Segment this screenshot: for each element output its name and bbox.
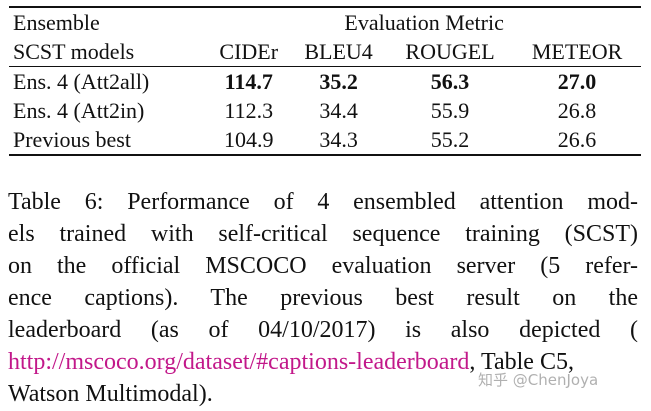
header-metric-bleu4: BLEU4 <box>304 39 373 64</box>
leaderboard-link[interactable]: http://mscoco.org/dataset/#captions-lead… <box>8 349 470 375</box>
table-row: Ens. 4 (Att2in) 112.3 34.4 55.9 26.8 <box>9 96 641 125</box>
cell-bleu4: 34.3 <box>319 127 358 152</box>
caption-line-7: Watson Multimodal). <box>8 381 213 407</box>
caption-line-2: els trained with self-critical sequence … <box>8 221 638 247</box>
header-evaluation-metric: Evaluation Metric <box>344 10 504 35</box>
table-header-row-2: SCST models CIDEr BLEU4 ROUGEL METEOR <box>9 37 641 67</box>
model-name: Previous best <box>13 127 131 152</box>
header-metric-cider: CIDEr <box>219 39 279 64</box>
caption-line-5: leaderboard (as of 04/10/2017) is also d… <box>8 317 638 343</box>
cell-meteor: 26.8 <box>557 98 597 123</box>
cell-cider: 112.3 <box>224 98 274 123</box>
table-row: Ens. 4 (Att2all) 114.7 35.2 56.3 27.0 <box>9 66 641 96</box>
caption-line-3: on the official MSCOCO evaluation server… <box>8 253 638 279</box>
cell-rougel: 56.3 <box>386 66 514 96</box>
cell-cider: 114.7 <box>207 66 291 96</box>
cell-rougel: 55.9 <box>430 98 470 123</box>
cell-bleu4: 35.2 <box>290 66 387 96</box>
header-ensemble: Ensemble <box>13 10 100 35</box>
header-metric-rougel: ROUGEL <box>405 39 495 64</box>
caption-line-4: ence captions). The previous best result… <box>8 285 638 311</box>
header-metric-meteor: METEOR <box>531 39 623 64</box>
cell-bleu4: 34.4 <box>319 98 358 123</box>
caption-after-link: , Table C5, <box>469 349 574 375</box>
caption-line-6: http://mscoco.org/dataset/#captions-lead… <box>8 346 638 378</box>
table-row: Previous best 104.9 34.3 55.2 26.6 <box>9 125 641 155</box>
caption-line-1: Table 6: Performance of 4 ensembled atte… <box>8 189 638 215</box>
watermark: 知乎 @ChenJoya <box>478 371 599 389</box>
results-table: Ensemble Evaluation Metric SCST models C… <box>9 6 641 156</box>
cell-cider: 104.9 <box>223 127 274 152</box>
cell-rougel: 55.2 <box>430 127 470 152</box>
cell-meteor: 26.6 <box>557 127 597 152</box>
model-name: Ens. 4 (Att2in) <box>13 98 145 123</box>
header-scst-models: SCST models <box>13 39 135 64</box>
model-name: Ens. 4 (Att2all) <box>9 66 208 96</box>
table-caption: Table 6: Performance of 4 ensembled atte… <box>8 186 638 410</box>
cell-meteor: 27.0 <box>513 66 641 96</box>
table-header-row-1: Ensemble Evaluation Metric <box>9 7 641 37</box>
